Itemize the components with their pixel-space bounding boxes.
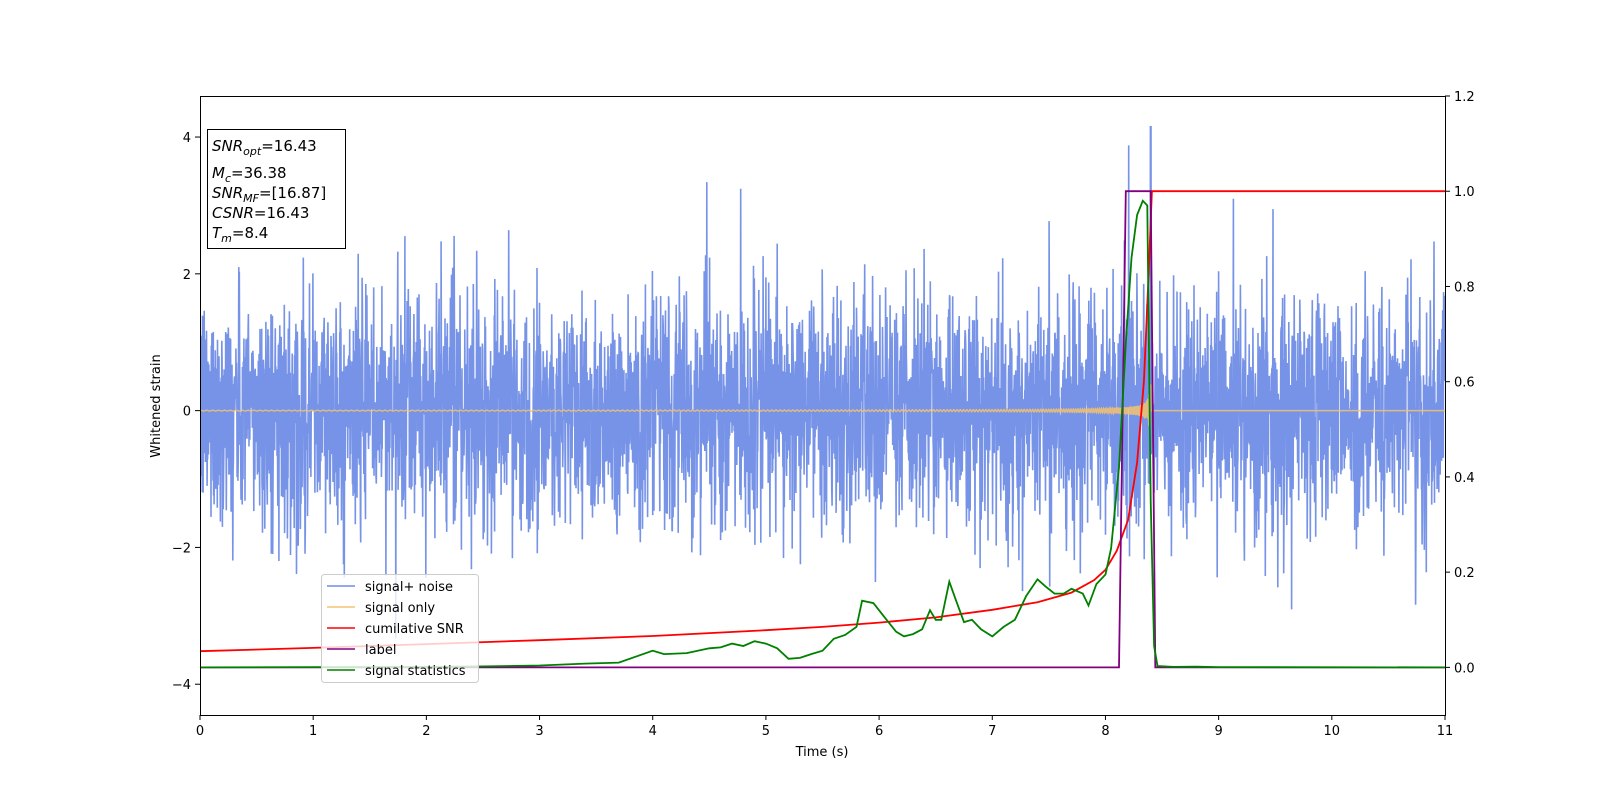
x-tick-label: 2: [422, 724, 430, 739]
y-axis-right: 0.0 0.2 0.4 0.6 0.8 1.0 1.2: [1445, 90, 1475, 676]
x-tick-label: 11: [1437, 724, 1454, 739]
legend-label: signal+ noise: [365, 580, 453, 595]
x-tick-label: 6: [875, 724, 883, 739]
legend-box: [321, 574, 479, 683]
legend: signal+ noise signal only cumilative SNR…: [321, 574, 479, 683]
legend-label: cumilative SNR: [365, 622, 464, 637]
y-right-tick-label: 0.6: [1454, 376, 1475, 391]
x-tick-label: 3: [535, 724, 543, 739]
y-tick-label: 2: [183, 268, 191, 283]
y-right-tick-label: 0.0: [1454, 661, 1475, 676]
x-axis-label: Time (s): [795, 745, 849, 760]
x-tick-label: 7: [988, 724, 996, 739]
annotation-snr-opt: SNRopt=16.43: [212, 137, 317, 158]
annotation-box: [207, 129, 346, 249]
annotation-csnr: CSNR=16.43: [212, 204, 309, 222]
series-signal-statistics: [200, 199, 1445, 669]
x-tick-label: 5: [762, 724, 770, 739]
y-tick-label: 0: [183, 405, 191, 420]
series-signal-noise: [200, 126, 1445, 639]
annotation-snr-mf: SNRMF=[16.87]: [212, 184, 326, 205]
plot-area: [200, 126, 1445, 669]
series-cumulative-snr: [200, 190, 1445, 653]
plot-frame: [200, 96, 1446, 716]
y-right-tick-label: 0.4: [1454, 471, 1475, 486]
y-right-tick-label: 1.0: [1454, 185, 1475, 200]
annotation-mc: Mc=36.38: [212, 164, 287, 185]
y-tick-label: 4: [183, 131, 191, 146]
y-right-tick-label: 0.8: [1454, 280, 1475, 295]
y-axis-left: −4 −2 0 2 4: [172, 131, 200, 693]
x-tick-label: 9: [1214, 724, 1222, 739]
series-signal-only: [200, 384, 1445, 437]
legend-label: signal statistics: [365, 664, 466, 679]
y-tick-label: −2: [172, 541, 191, 556]
x-tick-label: 4: [649, 724, 657, 739]
legend-item-label: label: [327, 643, 396, 658]
x-tick-label: 10: [1324, 724, 1341, 739]
legend-label: signal only: [365, 601, 435, 616]
legend-item-signal-noise: signal+ noise: [327, 580, 453, 595]
annotation-tm: Tm=8.4: [212, 224, 268, 245]
x-tick-label: 1: [309, 724, 317, 739]
legend-item-signal-only: signal only: [327, 601, 435, 616]
stats-annotation: SNRopt=16.43 Mc=36.38 SNRMF=[16.87] CSNR…: [207, 129, 346, 249]
y-right-tick-label: 1.2: [1454, 90, 1475, 105]
legend-item-cumulative-snr: cumilative SNR: [327, 622, 464, 637]
legend-item-signal-statistics: signal statistics: [327, 664, 466, 679]
x-tick-label: 0: [196, 724, 204, 739]
y-axis-label: Whitened strain: [149, 354, 164, 457]
legend-label: label: [365, 643, 396, 658]
y-right-tick-label: 0.2: [1454, 566, 1475, 581]
y-tick-label: −4: [172, 678, 191, 693]
x-axis: 0 1 2 3 4 5 6 7 8 9 10 11: [196, 715, 1453, 739]
x-tick-label: 8: [1101, 724, 1109, 739]
